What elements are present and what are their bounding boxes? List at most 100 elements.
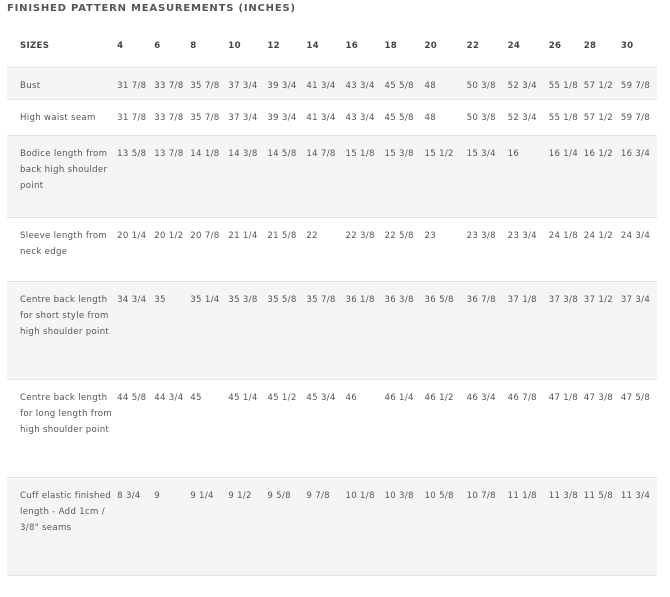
measurement-cell: 41 3/4 <box>306 80 336 91</box>
measurement-cell: 11 1/8 <box>507 490 537 501</box>
size-header: 4 <box>117 41 124 51</box>
measurement-cell: 55 1/8 <box>548 80 579 91</box>
measurement-cell: 20 1/2 <box>154 230 184 241</box>
measurement-cell: 46 3/4 <box>466 392 496 403</box>
measurement-cell: 36 1/8 <box>345 294 375 305</box>
sizes-header: SIZES <box>20 41 50 51</box>
measurement-cell: 36 5/8 <box>424 294 454 305</box>
measurement-cell: 52 3/4 <box>507 80 537 91</box>
measurement-cell: 46 7/8 <box>507 392 537 403</box>
measurement-cell: 14 7/8 <box>306 148 336 159</box>
measurement-cell: 13 7/8 <box>154 148 184 159</box>
size-header: 18 <box>384 41 398 51</box>
measurement-cell: 10 1/8 <box>345 490 375 501</box>
measurement-cell: 35 3/8 <box>228 294 258 305</box>
measurement-cell: 10 3/8 <box>384 490 414 501</box>
measurement-cell: 14 1/8 <box>190 148 220 159</box>
measurement-cell: 50 3/8 <box>466 80 496 91</box>
table-row: Sleeve length from neck edge 20 1/4 20 1/2… <box>7 217 657 281</box>
size-header: 24 <box>507 41 521 51</box>
measurement-cell: 33 7/8 <box>154 80 184 91</box>
measurement-cell: 47 5/8 <box>620 392 651 403</box>
measurement-cell: 22 5/8 <box>384 230 414 241</box>
measurement-cell: 13 5/8 <box>117 148 147 159</box>
row-label: Sleeve length from neck edge <box>20 230 108 257</box>
table-title: FINISHED PATTERN MEASUREMENTS (INCHES) <box>7 3 296 14</box>
measurement-cell: 35 5/8 <box>267 294 297 305</box>
size-header: 26 <box>548 41 562 51</box>
measurement-cell: 45 3/4 <box>306 392 336 403</box>
measurement-cell: 16 1/4 <box>548 148 579 159</box>
measurement-cell: 9 <box>154 490 160 501</box>
measurement-cell: 23 <box>424 230 437 241</box>
measurement-cell: 59 7/8 <box>620 112 651 123</box>
measurement-cell: 37 3/4 <box>228 80 258 91</box>
measurement-cell: 22 <box>306 230 318 241</box>
measurement-cell: 45 <box>190 392 202 403</box>
measurement-cell: 37 3/8 <box>548 294 579 305</box>
measurement-cell: 9 7/8 <box>306 490 330 501</box>
measurement-cell: 35 7/8 <box>190 80 220 91</box>
measurement-cell: 14 5/8 <box>267 148 297 159</box>
measurement-cell: 21 5/8 <box>267 230 297 241</box>
measurement-cell: 45 1/4 <box>228 392 258 403</box>
measurement-cell: 37 3/4 <box>620 294 651 305</box>
measurement-cell: 14 3/8 <box>228 148 258 159</box>
size-header: 22 <box>466 41 480 51</box>
measurement-cell: 24 3/4 <box>620 230 651 241</box>
measurement-cell: 44 3/4 <box>154 392 184 403</box>
measurement-cell: 48 <box>424 112 437 123</box>
measurement-cell: 45 5/8 <box>384 112 414 123</box>
measurement-cell: 9 5/8 <box>267 490 291 501</box>
measurement-cell: 46 1/4 <box>384 392 414 403</box>
measurement-cell: 50 3/8 <box>466 112 496 123</box>
measurement-cell: 31 7/8 <box>117 112 147 123</box>
measurement-cell: 44 5/8 <box>117 392 147 403</box>
size-header: 14 <box>306 41 319 51</box>
measurement-cell: 20 7/8 <box>190 230 220 241</box>
size-header: 30 <box>620 41 634 51</box>
measurement-cell: 46 1/2 <box>424 392 454 403</box>
measurement-cell: 35 <box>154 294 166 305</box>
measurement-cell: 39 3/4 <box>267 112 297 123</box>
row-label: Bodice length from back high shoulder po… <box>20 148 108 191</box>
measurement-cell: 9 1/4 <box>190 490 214 501</box>
measurement-cell: 47 1/8 <box>548 392 579 403</box>
measurement-cell: 24 1/2 <box>583 230 614 241</box>
measurement-cell: 31 7/8 <box>117 80 147 91</box>
row-label: Centre back length for long length from … <box>20 392 112 435</box>
row-label: High waist seam <box>20 112 96 123</box>
measurement-cell: 36 7/8 <box>466 294 496 305</box>
size-header: 16 <box>345 41 358 51</box>
size-header: 10 <box>228 41 241 51</box>
measurement-cell: 10 7/8 <box>466 490 496 501</box>
measurement-cell: 16 3/4 <box>620 148 651 159</box>
measurement-cell: 34 3/4 <box>117 294 147 305</box>
measurement-cell: 11 3/4 <box>620 490 651 501</box>
measurement-cell: 37 3/4 <box>228 112 258 123</box>
measurement-cell: 15 3/8 <box>384 148 414 159</box>
measurement-cell: 47 3/8 <box>583 392 614 403</box>
measurement-cell: 39 3/4 <box>267 80 297 91</box>
measurement-cell: 57 1/2 <box>583 112 614 123</box>
measurement-cell: 41 3/4 <box>306 112 336 123</box>
measurement-cell: 10 5/8 <box>424 490 454 501</box>
measurement-cell: 15 3/4 <box>466 148 496 159</box>
row-label: Centre back length for short style from … <box>20 294 110 337</box>
measurement-cell: 45 1/2 <box>267 392 297 403</box>
measurement-cell: 55 1/8 <box>548 112 579 123</box>
measurement-cell: 48 <box>424 80 437 91</box>
table-row: Centre back length for short style from … <box>7 281 657 379</box>
measurement-cell: 15 1/8 <box>345 148 375 159</box>
measurement-cell: 11 3/8 <box>548 490 579 501</box>
measurement-cell: 35 7/8 <box>190 112 220 123</box>
header-row: SIZES 4 6 8 10 12 14 16 18 20 22 24 26 28 30 <box>7 25 657 67</box>
measurement-cell: 11 5/8 <box>583 490 614 501</box>
measurement-cell: 16 1/2 <box>583 148 614 159</box>
table-row: High waist seam 31 7/8 33 7/8 35 7/8 37 3/4 3… <box>7 99 657 135</box>
row-label: Bust <box>20 80 41 91</box>
measurement-cell: 57 1/2 <box>583 80 614 91</box>
size-header: 20 <box>424 41 438 51</box>
row-label: Cuff elastic finished length - Add 1cm /… <box>20 490 112 533</box>
measurement-cell: 43 3/4 <box>345 80 375 91</box>
